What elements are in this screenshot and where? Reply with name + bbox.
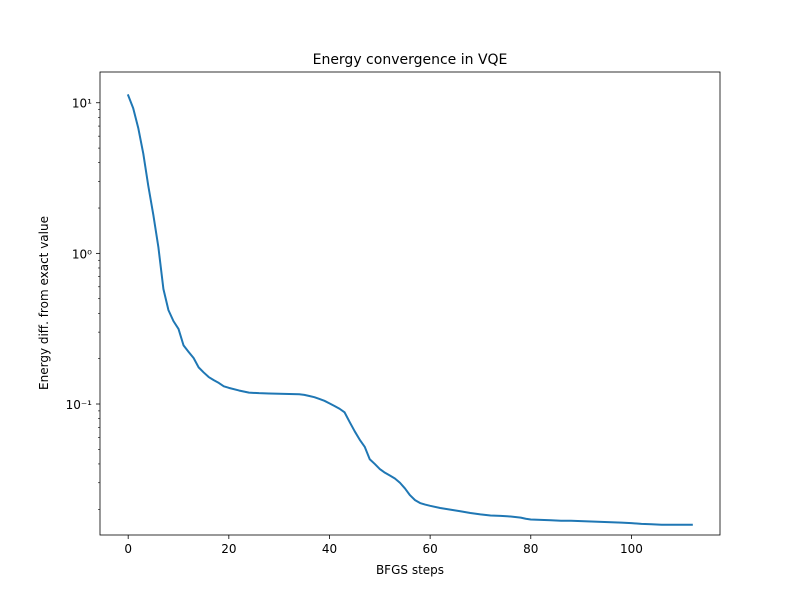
x-tick-label: 0: [124, 542, 132, 556]
y-tick-label: 10¹: [72, 97, 92, 111]
y-axis-label: Energy diff. from exact value: [37, 216, 51, 390]
series-line: [126, 94, 693, 526]
x-tick-label: 100: [620, 542, 643, 556]
x-axis-label: BFGS steps: [376, 563, 444, 577]
y-tick-label: 10⁰: [72, 247, 92, 261]
x-tick-label: 80: [523, 542, 538, 556]
plot-frame: [99, 71, 721, 536]
x-tick-label: 60: [422, 542, 437, 556]
x-tick-label: 40: [322, 542, 337, 556]
chart-title: Energy convergence in VQE: [313, 52, 508, 68]
y-tick-label: 10⁻¹: [66, 398, 93, 412]
x-tick-label: 20: [221, 542, 236, 556]
